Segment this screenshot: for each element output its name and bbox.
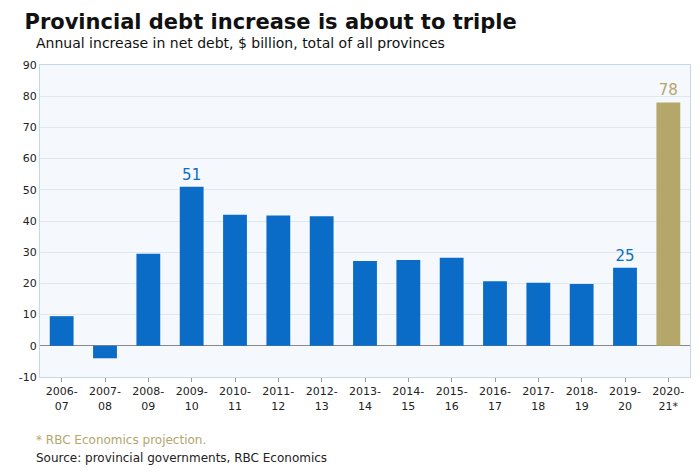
svg-text:70: 70 (23, 121, 37, 134)
svg-text:2013-14: 2013-14 (349, 385, 381, 412)
svg-text:90: 90 (23, 59, 37, 72)
svg-text:2019-20: 2019-20 (609, 385, 641, 412)
svg-text:2015-16: 2015-16 (436, 385, 468, 412)
svg-text:2011-12: 2011-12 (262, 385, 294, 412)
svg-text:2006-07: 2006-07 (46, 385, 78, 412)
svg-text:2017-18: 2017-18 (522, 385, 554, 412)
svg-text:2012-13: 2012-13 (306, 385, 338, 412)
svg-text:10: 10 (23, 308, 37, 321)
svg-text:* RBC Economics projection.: * RBC Economics projection. (36, 433, 206, 447)
svg-text:20: 20 (23, 277, 37, 290)
svg-text:50: 50 (23, 184, 37, 197)
svg-text:25: 25 (615, 247, 634, 265)
svg-text:2020-21*: 2020-21* (652, 385, 684, 412)
svg-text:2009-10: 2009-10 (176, 385, 208, 412)
svg-text:Annual increase in net debt, $: Annual increase in net debt, $ billion, … (36, 35, 445, 51)
svg-text:2016-17: 2016-17 (479, 385, 511, 412)
svg-text:78: 78 (659, 81, 678, 99)
svg-text:Source: provincial governments: Source: provincial governments, RBC Econ… (36, 451, 327, 465)
svg-text:60: 60 (23, 152, 37, 165)
svg-text:80: 80 (23, 90, 37, 103)
svg-text:2008-09: 2008-09 (132, 385, 164, 412)
svg-text:51: 51 (182, 166, 201, 184)
svg-text:Provincial debt increase is ab: Provincial debt increase is about to tri… (25, 10, 517, 34)
svg-text:2018-19: 2018-19 (566, 385, 598, 412)
svg-text:2010-11: 2010-11 (219, 385, 251, 412)
svg-text:40: 40 (23, 215, 37, 228)
svg-text:0: 0 (30, 340, 37, 353)
svg-text:2014-15: 2014-15 (392, 385, 424, 412)
svg-text:2007-08: 2007-08 (89, 385, 121, 412)
svg-text:30: 30 (23, 246, 37, 259)
svg-text:-10: -10 (19, 371, 37, 384)
